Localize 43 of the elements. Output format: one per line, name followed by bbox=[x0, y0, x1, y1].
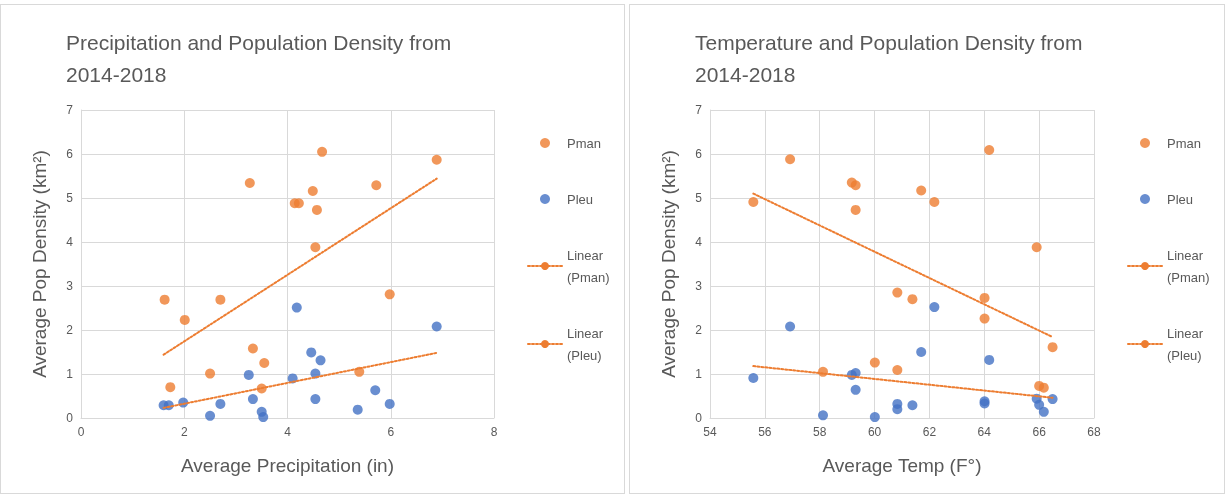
legend-label: Pman bbox=[1167, 135, 1201, 151]
x-tick-label: 62 bbox=[922, 425, 937, 439]
x-tick-label: 64 bbox=[977, 425, 992, 439]
legend-label: Linear (Pman) bbox=[1167, 247, 1210, 285]
x-tick-label: 0 bbox=[77, 425, 85, 439]
y-axis-title: Average Pop Density (km²) bbox=[29, 150, 50, 378]
y-tick-label: 6 bbox=[695, 147, 703, 161]
y-tick-label: 0 bbox=[66, 411, 74, 425]
x-tick-label: 66 bbox=[1032, 425, 1047, 439]
y-tick-label: 0 bbox=[695, 411, 703, 425]
x-axis-title: Average Temp (F°) bbox=[822, 455, 982, 476]
x-tick-label: 56 bbox=[758, 425, 772, 439]
chart-title: Temperature and Population Density from 2014-2018 bbox=[695, 30, 1089, 86]
legend-label: Pleu bbox=[567, 191, 594, 207]
y-tick-label: 6 bbox=[66, 147, 74, 161]
y-tick-label: 3 bbox=[66, 279, 74, 293]
y-tick-label: 3 bbox=[695, 279, 703, 293]
legend-label: Linear (Pman) bbox=[567, 247, 610, 285]
x-tick-label: 58 bbox=[813, 425, 827, 439]
x-tick-label: 2 bbox=[180, 425, 188, 439]
legend-label: Pman bbox=[567, 135, 601, 151]
y-axis-title: Average Pop Density (km²) bbox=[658, 150, 679, 378]
y-tick-label: 4 bbox=[695, 235, 703, 249]
chart-title: Precipitation and Population Density from 2014-2018 bbox=[66, 30, 458, 86]
y-tick-label: 5 bbox=[695, 191, 703, 205]
y-tick-label: 5 bbox=[66, 191, 74, 205]
x-tick-label: 54 bbox=[703, 425, 717, 439]
x-tick-label: 60 bbox=[867, 425, 882, 439]
legend-label: Pleu bbox=[1167, 191, 1194, 207]
y-tick-label: 1 bbox=[695, 367, 703, 381]
y-tick-label: 2 bbox=[66, 323, 74, 337]
legend-label: Linear (Pleu) bbox=[1167, 325, 1207, 363]
x-tick-label: 8 bbox=[490, 425, 498, 439]
x-tick-label: 4 bbox=[284, 425, 292, 439]
y-tick-label: 2 bbox=[695, 323, 703, 337]
x-tick-label: 6 bbox=[387, 425, 395, 439]
x-axis-title: Average Precipitation (in) bbox=[181, 455, 394, 476]
legend-label: Linear (Pleu) bbox=[567, 325, 607, 363]
y-tick-label: 4 bbox=[66, 235, 74, 249]
y-tick-label: 7 bbox=[695, 103, 703, 117]
y-tick-label: 7 bbox=[66, 103, 74, 117]
x-tick-label: 68 bbox=[1087, 425, 1101, 439]
y-tick-label: 1 bbox=[66, 367, 74, 381]
